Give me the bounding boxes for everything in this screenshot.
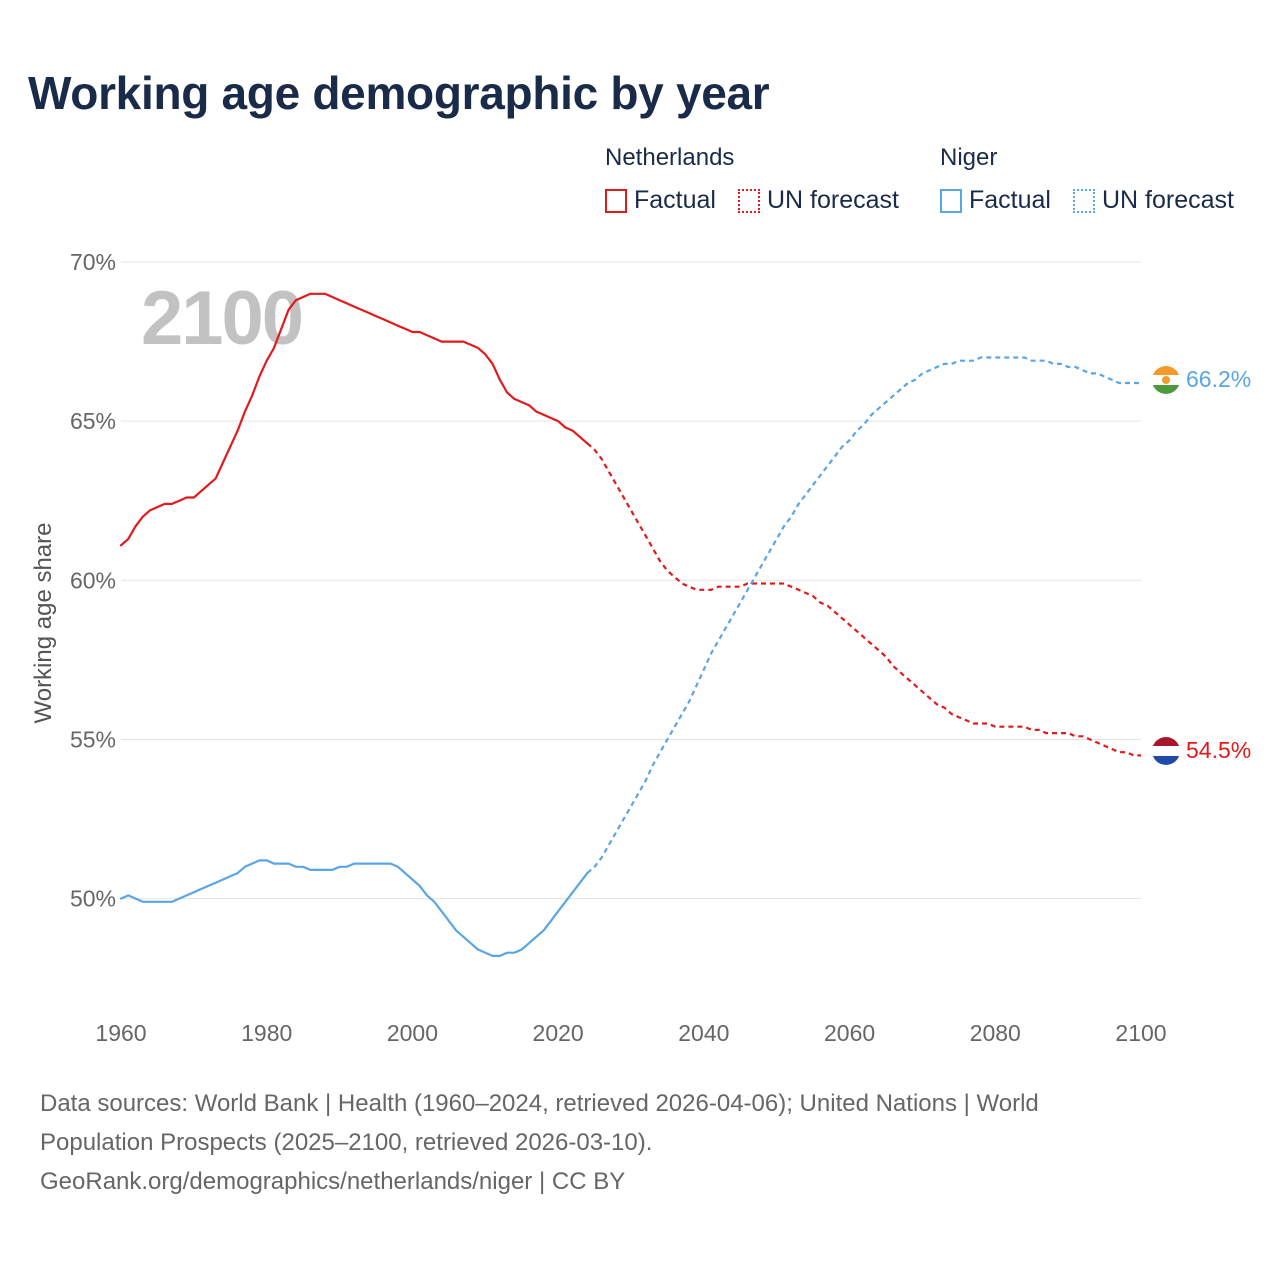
legend-swatch-dotted-icon	[738, 188, 760, 213]
y-tick-label: 70%	[70, 249, 116, 275]
x-tick-label: 2000	[387, 1020, 438, 1046]
y-tick-label: 65%	[70, 408, 116, 434]
y-tick-label: 60%	[70, 567, 116, 593]
y-axis-ticks: 50% 55% 60% 65% 70%	[70, 249, 116, 912]
x-tick-label: 1980	[241, 1020, 292, 1046]
chart-title: Working age demographic by year	[28, 67, 770, 119]
x-tick-label: 2040	[678, 1020, 729, 1046]
legend-netherlands-forecast[interactable]: UN forecast	[738, 186, 899, 215]
year-watermark: 2100	[141, 276, 302, 361]
y-tick-label: 55%	[70, 726, 116, 752]
legend-label: Factual	[969, 186, 1051, 214]
legend-label: UN forecast	[767, 186, 899, 214]
legend-label: UN forecast	[1102, 186, 1234, 214]
x-tick-label: 2080	[970, 1020, 1021, 1046]
netherlands-flag-icon	[1152, 737, 1180, 765]
x-tick-label: 2100	[1115, 1020, 1166, 1046]
series-line-niger-factual	[119, 859, 589, 958]
footer-sources-line1: Data sources: World Bank | Health (1960–…	[40, 1090, 1039, 1117]
footer-attribution[interactable]: GeoRank.org/demographics/netherlands/nig…	[40, 1168, 626, 1195]
x-tick-label: 2060	[824, 1020, 875, 1046]
niger-flag-icon	[1152, 366, 1180, 394]
footer-sources-line2: Population Prospects (2025–2100, retriev…	[40, 1129, 653, 1156]
legend-group-niger: Niger	[940, 144, 998, 171]
netherlands-end-value: 54.5%	[1186, 737, 1251, 763]
series-lines	[119, 292, 1141, 958]
y-axis-label: Working age share	[30, 523, 57, 724]
legend-swatch-dotted-icon	[1073, 188, 1095, 213]
legend-label: Factual	[634, 186, 716, 214]
x-axis-ticks: 1960 1980 2000 2020 2040 2060 2080 2100	[95, 1020, 1166, 1046]
series-line-netherlands-forecast	[586, 442, 1141, 757]
legend-swatch-solid-icon	[940, 188, 962, 213]
grid-lines	[121, 261, 1141, 900]
legend-swatch-solid-icon	[605, 188, 627, 213]
legend-group-netherlands: Netherlands	[605, 144, 735, 171]
x-tick-label: 2020	[533, 1020, 584, 1046]
series-line-netherlands-factual	[119, 292, 589, 547]
series-line-niger-forecast	[586, 356, 1141, 874]
x-tick-label: 1960	[95, 1020, 146, 1046]
niger-end-value: 66.2%	[1186, 366, 1251, 392]
legend-niger-factual[interactable]: Factual	[940, 186, 1051, 215]
legend-netherlands-factual[interactable]: Factual	[605, 186, 716, 215]
y-tick-label: 50%	[70, 886, 116, 912]
legend-niger-forecast[interactable]: UN forecast	[1073, 186, 1234, 215]
